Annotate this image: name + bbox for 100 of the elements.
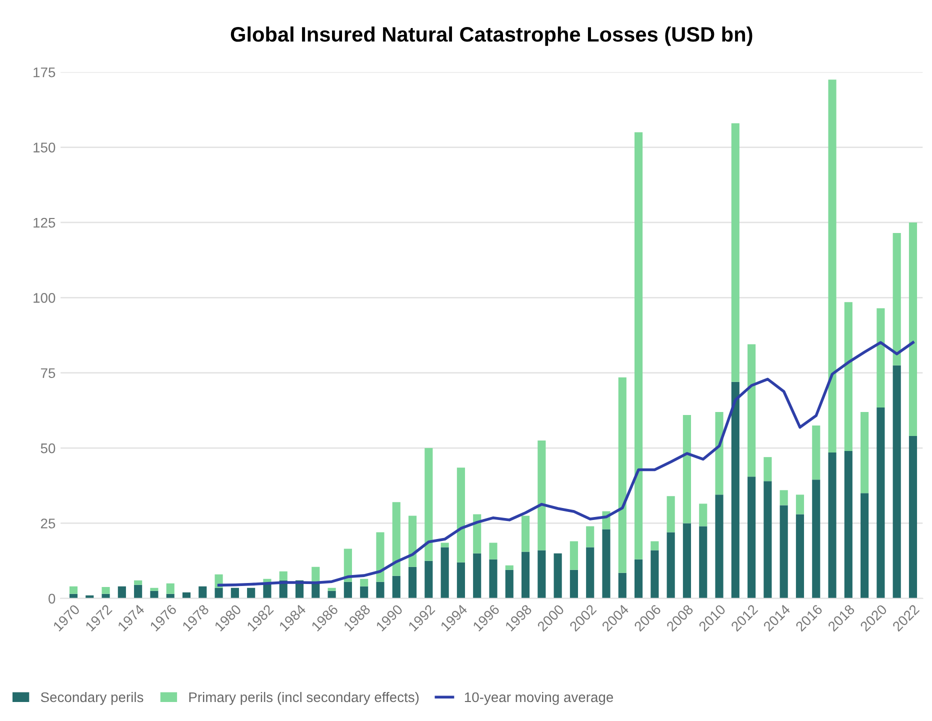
bar [908, 222, 918, 436]
bar [134, 584, 142, 598]
bar [812, 480, 820, 598]
bar [892, 233, 901, 366]
bar [908, 436, 918, 598]
bar [456, 468, 465, 562]
bar [876, 407, 885, 598]
bar [570, 570, 578, 598]
bar [376, 532, 384, 582]
bar [440, 542, 449, 548]
bar [456, 562, 465, 598]
bar [102, 594, 110, 598]
bar [586, 547, 594, 598]
bar [666, 496, 675, 532]
bar [796, 514, 804, 598]
y-tick-label: 75 [40, 368, 56, 378]
legend-label: Primary perils (incl secondary effects) [189, 692, 419, 705]
bar [780, 505, 788, 598]
bar [473, 514, 482, 554]
bar [748, 476, 756, 598]
bar [892, 365, 901, 598]
bar [424, 448, 433, 561]
bar [634, 559, 643, 598]
y-tick-label: 125 [34, 218, 56, 228]
y-tick-label: 0 [48, 594, 56, 604]
bar [521, 552, 530, 598]
bar [279, 571, 288, 580]
y-tick-label: 175 [34, 68, 56, 78]
bar [489, 559, 498, 598]
y-tick-label: 25 [40, 518, 56, 528]
y-tick-label: 150 [34, 142, 56, 152]
bar [650, 541, 659, 550]
bar [780, 490, 788, 506]
bar [134, 580, 142, 585]
bar [505, 565, 514, 570]
bar [150, 588, 158, 591]
bar [328, 588, 336, 591]
bar [424, 560, 433, 598]
bar [344, 548, 352, 582]
bar [230, 588, 239, 598]
bar [538, 440, 546, 550]
bar [328, 590, 336, 598]
bar [586, 526, 594, 548]
bar [618, 377, 626, 573]
bar [666, 532, 675, 598]
bar [844, 451, 852, 598]
bar [731, 123, 740, 382]
bar [489, 542, 498, 560]
bar [876, 308, 885, 408]
bar [748, 344, 756, 477]
bar [69, 586, 78, 594]
bar [538, 550, 546, 598]
bar [570, 541, 578, 570]
bar [715, 412, 724, 495]
y-tick-label: 50 [40, 443, 56, 454]
bar [699, 526, 708, 598]
bar [150, 590, 158, 598]
bar [844, 302, 852, 452]
bar [247, 588, 256, 598]
bar [166, 583, 174, 594]
bar [198, 586, 207, 598]
bar [682, 523, 692, 598]
bar [764, 457, 772, 482]
bar [118, 586, 126, 598]
bar [699, 504, 708, 526]
chart-title: Global Insured Natural Catastrophe Losses (USD bn) [230, 26, 752, 46]
bar [828, 452, 836, 598]
bar [214, 588, 223, 598]
bar [360, 578, 368, 586]
bar [360, 586, 368, 598]
bar [440, 547, 449, 598]
bar [102, 587, 110, 594]
bar [796, 494, 804, 514]
bar [312, 583, 320, 598]
bar [263, 583, 272, 598]
bar [182, 592, 191, 598]
legend-label: 10-year moving average [464, 692, 614, 705]
bar [731, 382, 740, 598]
line-series [217, 341, 914, 587]
bar [408, 516, 417, 567]
bar [650, 550, 659, 598]
bar [473, 553, 482, 598]
bar [505, 570, 514, 598]
legend-label: Secondary perils [40, 692, 144, 705]
bar [634, 132, 643, 560]
bar [392, 502, 400, 576]
bar [860, 493, 869, 598]
bar [715, 494, 724, 598]
bar [860, 412, 869, 494]
bar [554, 553, 562, 598]
bar [376, 582, 384, 598]
bar [682, 414, 692, 524]
y-tick-label: 100 [34, 293, 56, 303]
bar [828, 80, 836, 453]
bar [618, 572, 626, 598]
bar [344, 582, 352, 598]
bar [812, 425, 820, 480]
bar [392, 576, 400, 598]
bar [408, 566, 417, 598]
bar [602, 529, 610, 598]
